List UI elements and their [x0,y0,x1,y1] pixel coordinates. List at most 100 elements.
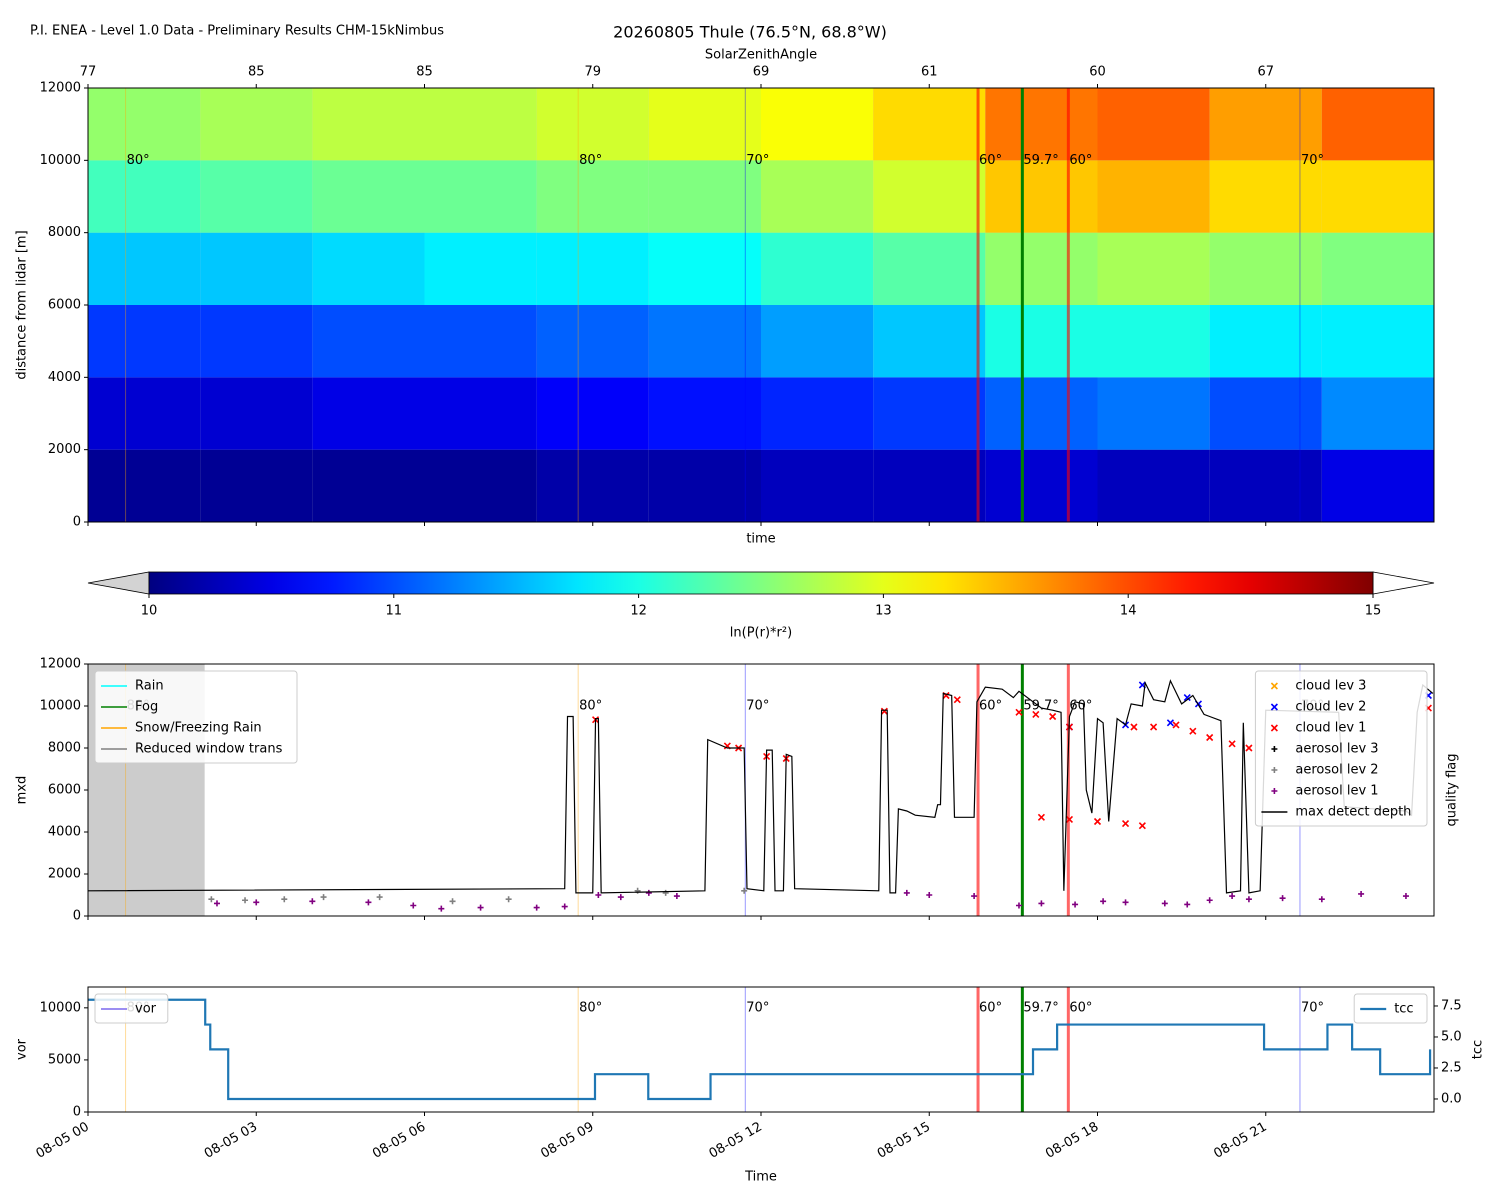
sza-marker-label: 80° [579,699,602,714]
y-axis-label: vor [15,1038,30,1060]
series-line [88,679,1434,894]
sza-marker-label: 60° [979,1000,1002,1015]
y2-axis-label: quality flag [1445,753,1460,826]
heatmap-cell [1321,160,1434,233]
y-tick-label: 4000 [48,370,81,385]
legend-label: cloud lev 2 [1295,700,1366,715]
data-point [1172,721,1180,729]
y-tick-label: 0 [73,1105,81,1120]
data-point [880,707,888,715]
data-point [1037,813,1045,821]
heatmap-cell [1097,449,1210,522]
colorbar-tick-label: 13 [875,604,892,619]
data-point [449,898,456,905]
heatmap-cell [1209,88,1322,161]
heatmap-cell [648,232,761,305]
y-tick-label: 6000 [48,298,81,313]
legend-swatch [1270,703,1278,711]
data-point [971,893,978,900]
sza-marker-label: 60° [1069,699,1092,714]
heatmap-cell [200,449,313,522]
heatmap-cell [761,88,874,161]
top-tick-label: 85 [416,65,433,80]
data-point [561,903,568,910]
heatmap-cell [985,88,1098,161]
heatmap-cell [761,160,874,233]
heatmap-cell [1321,377,1434,450]
data-point [208,896,215,903]
colorbar-tick-label: 10 [141,604,158,619]
colorbar [148,571,1374,595]
heatmap-cell [1321,305,1434,378]
x-axis-label: time [746,532,775,547]
legend-box [94,670,298,764]
data-point [1228,740,1236,748]
x-axis-label: Time [744,1170,777,1185]
sza-marker-label: 70° [746,153,769,168]
data-point [1093,817,1102,826]
plot-area: 80°80°70°60°59.7°60°70° [88,987,1432,1112]
data-point [1065,815,1074,823]
sza-marker-label: 60° [1069,1000,1092,1015]
heatmap-cell [88,232,201,305]
heatmap-cell [873,232,986,305]
legend-swatch [1270,682,1278,690]
colorbar-tick-label: 11 [386,604,403,619]
legend-swatch [1271,788,1278,794]
data-point [213,900,220,907]
chart-title: 20260805 Thule (76.5°N, 68.8°W) [613,23,887,42]
data-point [376,894,383,901]
heatmap-cell [985,160,1098,233]
data-point [1015,708,1023,716]
sza-marker-label: 59.7° [1023,153,1058,168]
heatmap-cell [1209,232,1322,305]
data-point [645,889,652,896]
data-point [1138,822,1146,830]
data-point [741,887,748,894]
legend-swatch [1271,746,1278,752]
sza-marker-label: 80° [579,1000,602,1015]
heatmap-cell [761,449,874,522]
y-tick-label: 12000 [40,81,81,96]
heatmap-cell [424,160,537,233]
heatmap-cell [312,88,425,161]
legend-label: vor [135,1002,157,1017]
legend-swatch [1271,767,1278,773]
legend-label: Reduced window trans [135,742,283,757]
data-point [253,899,260,906]
data-point [1245,896,1252,903]
top-tick-label: 67 [1257,65,1274,80]
top-tick-label: 85 [248,65,265,80]
data-point [1122,899,1129,906]
top-axis-label: SolarZenithAngle [705,48,817,63]
data-point [1279,895,1286,902]
heatmap-cell [536,449,649,522]
sza-marker-label: 60° [979,699,1002,714]
heatmap-cell [1321,88,1434,161]
heatmap-cell [1321,449,1434,522]
data-point [1015,902,1022,909]
header: P.I. ENEA - Level 1.0 Data - Preliminary… [30,24,444,39]
heatmap-cell [1209,305,1322,378]
sza-marker-label: 59.7° [1023,699,1058,714]
heatmap-cell [312,305,425,378]
data-point [1072,901,1079,908]
heatmap-cell [88,377,201,450]
top-tick-label: 69 [753,65,770,80]
sza-marker-label: 70° [746,699,769,714]
heatmap-cell [200,88,313,161]
heatmap-cell [1097,305,1210,378]
data-point [438,905,445,912]
data-point [281,896,288,903]
y-tick-label: 12000 [40,657,81,672]
data-point [1166,719,1174,727]
legend: tcc [1353,993,1428,1024]
legend: Rain Fog Snow/Freezing Rain Reduced window … [94,670,298,764]
heatmap-cell [424,232,537,305]
data-point [1318,896,1325,903]
heatmap-cell [200,232,313,305]
heatmap-cell [1321,232,1434,305]
heatmap-cell [200,160,313,233]
legend-swatch [1270,724,1278,732]
